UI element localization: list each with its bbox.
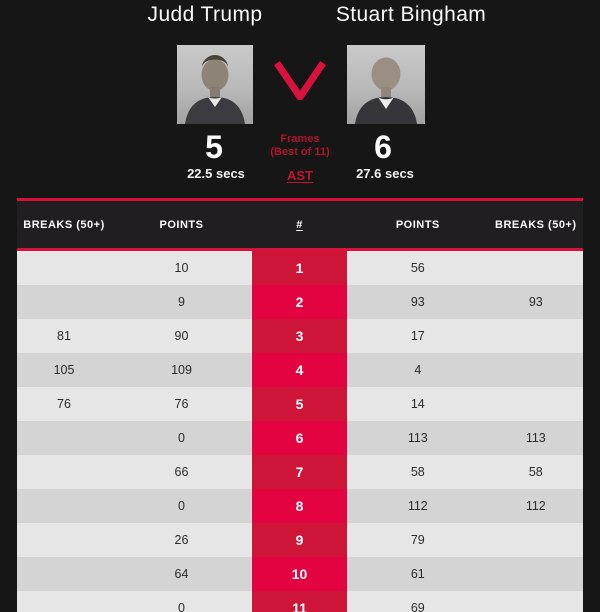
table-row: 76 76 5 14 [17, 387, 583, 421]
person-silhouette-icon [347, 45, 425, 124]
p1-breaks-cell: 76 [57, 397, 71, 411]
p1-breaks-cell [17, 251, 111, 285]
p1-breaks-cell [17, 591, 111, 612]
p1-breaks-cell [17, 421, 111, 455]
frames-label: Frames (Best of 11) [270, 133, 329, 158]
player2-score: 6 [374, 129, 392, 165]
versus-icon [273, 60, 327, 105]
frame-number-cell: 9 [252, 523, 347, 557]
p2-points-cell: 93 [410, 295, 425, 309]
p1-points-cell: 0 [178, 601, 185, 612]
player1-score: 5 [205, 129, 223, 165]
table-row: 0 6 113 113 [17, 421, 583, 455]
table-row: 26 9 79 [17, 523, 583, 557]
frame-number-cell: 6 [252, 421, 347, 455]
player2-avg-shot-time: 27.6 secs [356, 166, 414, 181]
p1-breaks-cell: 105 [53, 363, 75, 377]
header-p2-breaks: BREAKS (50+) [495, 218, 577, 231]
p2-breaks-cell [489, 251, 583, 285]
frames-table-header: BREAKS (50+) POINTS # POINTS BREAKS (50+… [17, 198, 583, 251]
frame-number-cell: 1 [252, 251, 347, 285]
p1-points-cell: 0 [178, 431, 185, 445]
ast-label[interactable]: AST [287, 168, 313, 183]
table-row: 0 11 69 [17, 591, 583, 612]
p2-points-cell: 113 [407, 431, 428, 445]
frames-label-line2: (Best of 11) [270, 145, 330, 158]
p1-breaks-cell: 81 [57, 329, 71, 343]
frames-label-line1: Frames [280, 133, 320, 145]
frame-number-cell: 5 [252, 387, 347, 421]
p2-points-cell: 17 [410, 329, 425, 343]
p1-points-cell: 10 [174, 261, 189, 275]
table-row: 66 7 58 58 [17, 455, 583, 489]
p2-points-cell: 79 [410, 533, 425, 547]
p2-breaks-cell: 113 [525, 431, 546, 445]
frame-number-cell: 11 [252, 591, 347, 612]
p2-points-cell: 112 [407, 499, 428, 513]
player2-photo [347, 45, 425, 124]
person-silhouette-icon [177, 45, 253, 124]
p1-points-cell: 0 [178, 499, 185, 513]
header-frame-number[interactable]: # [296, 218, 303, 231]
p2-points-cell: 14 [410, 397, 425, 411]
player1-avg-shot-time: 22.5 secs [187, 166, 245, 181]
p1-points-cell: 90 [174, 329, 189, 343]
player1-name: Judd Trump [147, 3, 263, 26]
p1-breaks-cell [17, 285, 111, 319]
frame-number-cell: 4 [252, 353, 347, 387]
p2-points-cell: 61 [410, 567, 425, 581]
p1-breaks-cell [17, 557, 111, 591]
p1-points-cell: 9 [178, 295, 185, 309]
header-p1-points: POINTS [159, 218, 204, 231]
table-row: 0 8 112 112 [17, 489, 583, 523]
player2-name: Stuart Bingham [335, 3, 487, 26]
table-row: 105 109 4 4 [17, 353, 583, 387]
p2-points-cell: 4 [414, 363, 422, 377]
header-p1-breaks: BREAKS (50+) [23, 218, 105, 231]
table-row: 9 2 93 93 [17, 285, 583, 319]
p1-points-cell: 26 [174, 533, 189, 547]
p1-breaks-cell [17, 489, 111, 523]
p1-points-cell: 64 [174, 567, 189, 581]
p2-breaks-cell [489, 523, 583, 557]
frames-table: BREAKS (50+) POINTS # POINTS BREAKS (50+… [17, 198, 583, 612]
p2-breaks-cell [489, 387, 583, 421]
p1-points-cell: 76 [174, 397, 189, 411]
frame-number-cell: 3 [252, 319, 347, 353]
table-row: 64 10 61 [17, 557, 583, 591]
p2-points-cell: 56 [410, 261, 425, 275]
p1-points-cell: 66 [174, 465, 189, 479]
p2-breaks-cell [489, 591, 583, 612]
p2-breaks-cell: 58 [528, 465, 543, 479]
p1-breaks-cell [17, 455, 111, 489]
header-p2-points: POINTS [395, 218, 440, 231]
frame-number-cell: 8 [252, 489, 347, 523]
frame-number-cell: 10 [252, 557, 347, 591]
player1-photo [177, 45, 253, 124]
frames-table-body: 10 1 56 9 2 93 93 81 90 3 17 105 109 [17, 251, 583, 612]
p2-breaks-cell [489, 557, 583, 591]
p2-breaks-cell: 93 [528, 295, 543, 309]
p2-breaks-cell [489, 319, 583, 353]
frame-number-cell: 2 [252, 285, 347, 319]
p1-points-cell: 109 [171, 363, 192, 377]
table-row: 10 1 56 [17, 251, 583, 285]
p2-breaks-cell: 112 [525, 499, 546, 513]
p2-breaks-cell [489, 353, 583, 387]
table-row: 81 90 3 17 [17, 319, 583, 353]
p1-breaks-cell [17, 523, 111, 557]
p2-points-cell: 69 [410, 601, 425, 612]
frame-number-cell: 7 [252, 455, 347, 489]
p2-points-cell: 58 [410, 465, 425, 479]
